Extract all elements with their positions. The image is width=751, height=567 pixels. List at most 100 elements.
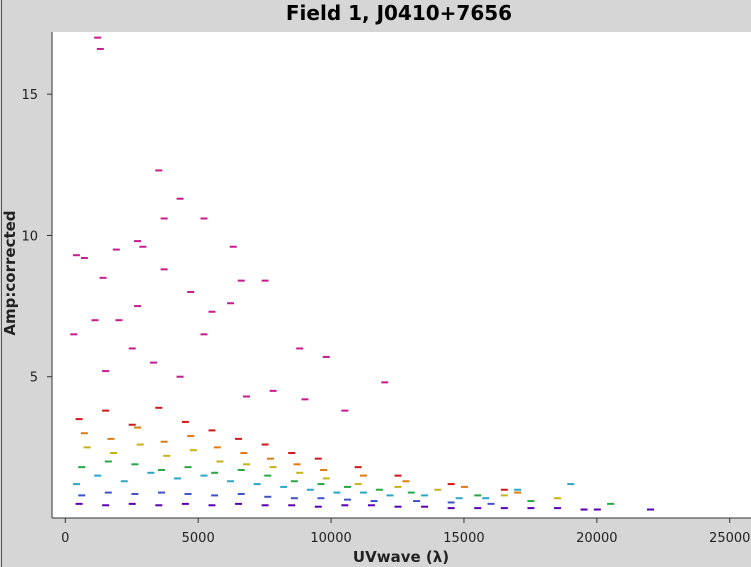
data-point: [288, 504, 296, 507]
data-point: [237, 468, 245, 471]
data-point: [134, 305, 142, 308]
x-tick-label: 0: [61, 531, 69, 546]
data-point: [147, 471, 155, 474]
data-point: [134, 240, 142, 243]
data-point: [375, 488, 383, 491]
plot-area[interactable]: [52, 32, 751, 518]
data-point: [474, 507, 482, 510]
data-points-layer: [70, 36, 655, 511]
data-point: [322, 477, 330, 480]
data-point: [381, 381, 389, 384]
data-point: [359, 491, 367, 494]
data-point: [200, 474, 208, 477]
data-point: [104, 491, 112, 494]
data-point: [317, 483, 325, 486]
data-point: [394, 485, 402, 488]
data-point: [280, 485, 288, 488]
data-point: [128, 347, 136, 350]
data-point: [240, 452, 248, 455]
data-point: [269, 466, 277, 469]
data-point: [320, 468, 328, 471]
data-point: [647, 508, 655, 511]
data-point: [83, 446, 91, 449]
data-point: [200, 217, 208, 220]
data-point: [261, 279, 269, 282]
data-point: [187, 435, 195, 438]
data-point: [514, 488, 522, 491]
y-ticks: 5 10 15: [21, 88, 52, 386]
data-point: [155, 406, 163, 409]
y-axis-title: Amp:corrected: [1, 210, 19, 335]
data-point: [293, 463, 301, 466]
series-0: [75, 502, 655, 511]
data-point: [91, 319, 99, 322]
series-5: [75, 406, 508, 491]
data-point: [386, 494, 394, 497]
data-point: [341, 409, 349, 412]
data-point: [354, 483, 362, 486]
data-point: [500, 488, 508, 491]
data-point: [264, 474, 272, 477]
data-point: [243, 395, 251, 398]
data-point: [176, 375, 184, 378]
data-point: [115, 319, 123, 322]
data-point: [155, 504, 163, 507]
data-point: [72, 254, 80, 257]
data-point: [407, 491, 415, 494]
data-point: [253, 483, 261, 486]
y-tick-label: 5: [30, 371, 38, 386]
window-left-edge: [1, 0, 2, 567]
data-point: [266, 457, 274, 460]
x-tick-label: 5000: [182, 531, 215, 546]
data-point: [237, 492, 245, 495]
data-point: [301, 398, 309, 401]
data-point: [139, 245, 147, 248]
data-point: [80, 432, 88, 435]
data-point: [359, 474, 367, 477]
data-point: [269, 389, 277, 392]
series-3: [83, 443, 561, 500]
data-point: [160, 440, 168, 443]
data-point: [120, 480, 128, 483]
data-point: [72, 483, 80, 486]
data-point: [80, 257, 88, 260]
data-point: [160, 268, 168, 271]
data-point: [173, 477, 181, 480]
data-point: [149, 361, 157, 364]
x-axis-title: UVwave (λ): [353, 548, 449, 566]
data-point: [70, 333, 78, 336]
data-point: [243, 463, 251, 466]
data-point: [157, 491, 165, 494]
data-point: [394, 474, 402, 477]
data-point: [553, 507, 561, 510]
data-point: [181, 420, 189, 423]
data-point: [421, 494, 429, 497]
data-point: [367, 504, 375, 507]
data-point: [317, 497, 325, 500]
data-point: [261, 443, 269, 446]
data-point: [128, 423, 136, 426]
data-point: [344, 498, 352, 501]
data-point: [402, 480, 410, 483]
x-tick-label: 25000: [709, 531, 750, 546]
data-point: [487, 502, 495, 505]
data-point: [200, 333, 208, 336]
data-point: [580, 508, 588, 511]
data-point: [136, 443, 144, 446]
data-point: [184, 466, 192, 469]
data-point: [131, 463, 139, 466]
data-point: [354, 466, 362, 469]
data-point: [314, 505, 322, 508]
x-tick-label: 20000: [576, 531, 617, 546]
data-point: [500, 507, 508, 510]
data-point: [211, 494, 219, 497]
data-point: [306, 488, 314, 491]
data-point: [421, 505, 429, 508]
data-point: [78, 466, 86, 469]
data-point: [227, 302, 235, 305]
data-point: [296, 347, 304, 350]
data-point: [213, 446, 221, 449]
data-point: [434, 488, 442, 491]
